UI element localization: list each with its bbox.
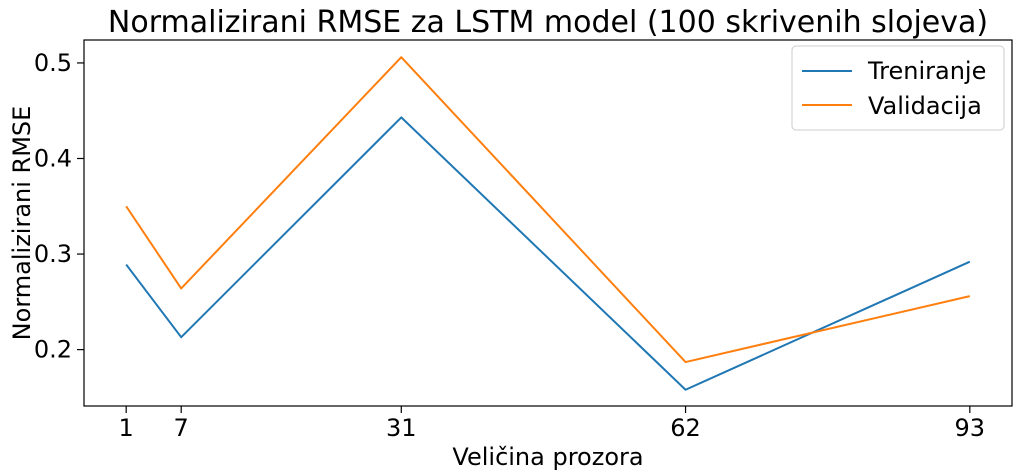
y-tick-label: 0.5 <box>34 49 72 77</box>
y-axis-label: Normalizirani RMSE <box>8 106 36 341</box>
x-tick-label: 7 <box>174 414 189 442</box>
x-tick-label: 93 <box>955 414 986 442</box>
x-axis: 1 7 31 62 93 <box>119 406 986 442</box>
series-line-validacija <box>125 56 971 364</box>
y-tick-label: 0.3 <box>34 240 72 268</box>
legend-label-treniranje: Treniranje <box>867 57 986 85</box>
x-tick-label: 1 <box>119 414 134 442</box>
y-axis: 0.2 0.3 0.4 0.5 <box>34 49 84 364</box>
x-tick-label: 31 <box>386 414 417 442</box>
series-line-treniranje <box>125 116 971 391</box>
series-layer <box>125 56 971 391</box>
chart-title: Normalizirani RMSE za LSTM model (100 sk… <box>108 5 988 40</box>
x-axis-label: Veličina prozora <box>452 443 643 471</box>
plot-area <box>83 39 1013 407</box>
legend: Treniranje Validacija <box>791 45 1005 131</box>
y-tick-label: 0.2 <box>34 336 72 364</box>
legend-label-validacija: Validacija <box>868 92 982 120</box>
x-tick-label: 62 <box>670 414 701 442</box>
legend-box <box>791 45 1005 131</box>
y-tick-label: 0.4 <box>34 144 72 172</box>
